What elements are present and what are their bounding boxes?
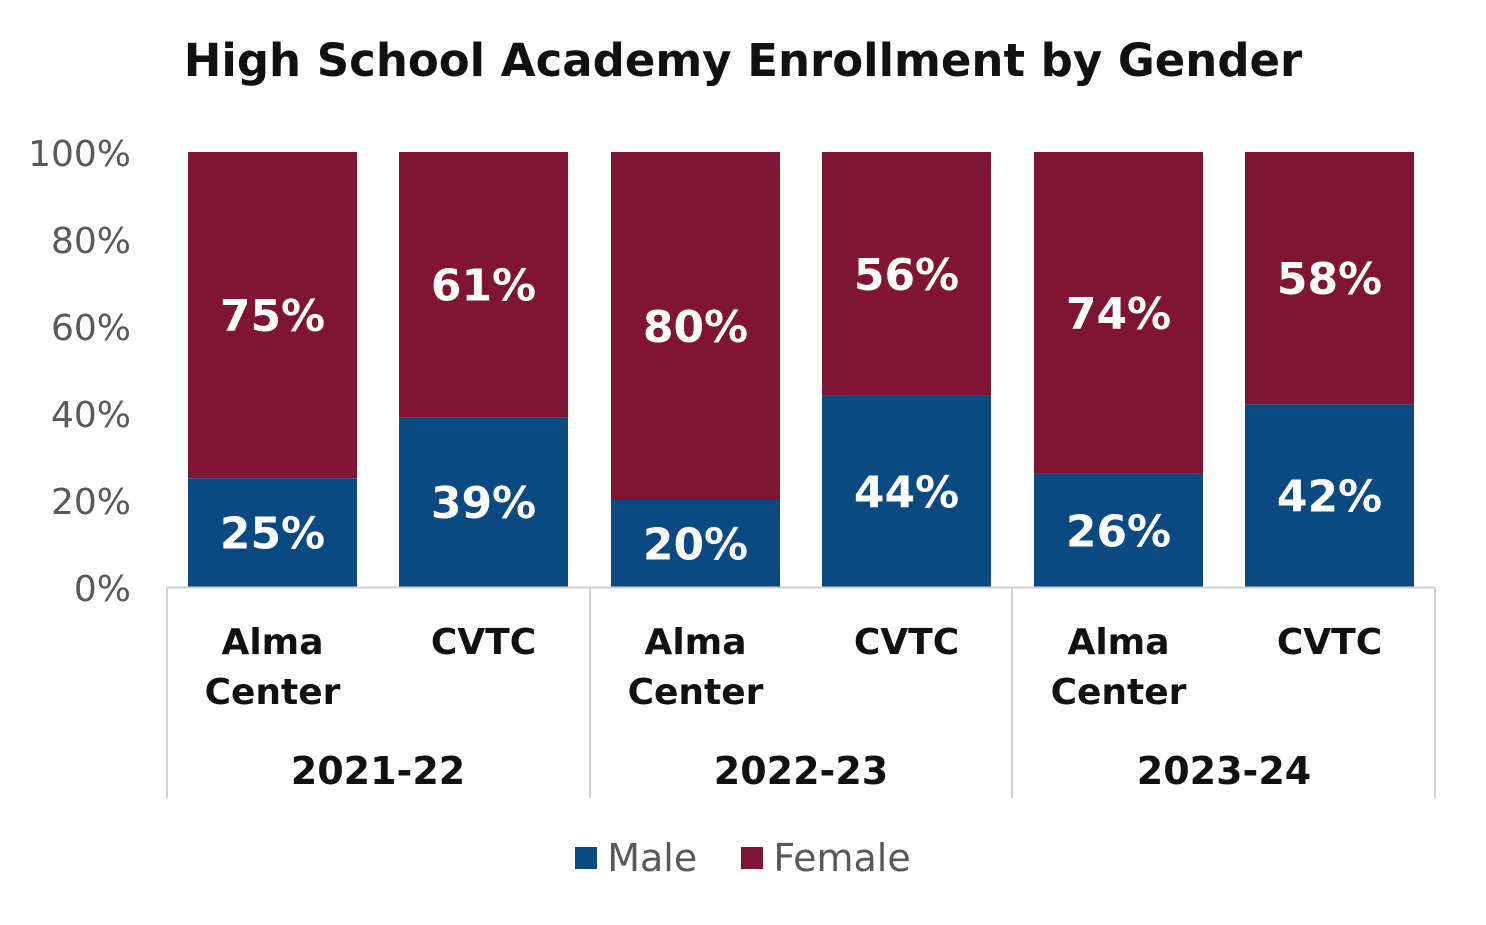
chart-title: High School Academy Enrollment by Gender: [183, 34, 1303, 87]
data-label-male: 26%: [1066, 506, 1171, 557]
x-category-label: CVTC: [1277, 622, 1382, 663]
data-label-female: 56%: [854, 250, 959, 301]
bar-female: [611, 152, 780, 500]
bar-male: [399, 417, 568, 587]
legend-swatch-female: [741, 847, 764, 869]
bar-male: [1245, 404, 1414, 587]
x-category-label: CVTC: [854, 622, 959, 663]
data-label-male: 42%: [1277, 472, 1382, 523]
data-label-male: 20%: [643, 520, 748, 571]
data-label-female: 80%: [643, 302, 748, 353]
y-tick-label: 100%: [28, 134, 131, 175]
bar-female: [188, 152, 357, 479]
y-tick-label: 60%: [51, 308, 131, 349]
x-group-label: 2021-22: [291, 749, 465, 793]
legend: Male Female: [0, 834, 1486, 880]
x-category-label: CVTC: [431, 622, 536, 663]
legend-label-male: Male: [607, 836, 698, 880]
x-category-label: Alma Center: [1051, 622, 1187, 713]
data-label-female: 61%: [431, 261, 536, 312]
legend-item-female: Female: [741, 836, 911, 880]
legend-item-male: Male: [575, 836, 697, 880]
legend-label-female: Female: [773, 836, 911, 880]
bar-female: [399, 152, 568, 418]
x-group-label: 2023-24: [1137, 749, 1311, 793]
data-label-male: 39%: [431, 478, 536, 529]
bar-male: [188, 478, 357, 587]
x-category-label: Alma Center: [205, 622, 341, 713]
x-group-label: 2022-23: [714, 749, 888, 793]
bar-female: [822, 152, 991, 396]
y-tick-label: 40%: [51, 395, 131, 436]
y-tick-label: 20%: [51, 482, 131, 523]
data-label-male: 25%: [220, 509, 325, 560]
bar-female: [1245, 152, 1414, 405]
data-label-female: 74%: [1066, 289, 1171, 340]
data-label-male: 44%: [854, 467, 959, 518]
bar-male: [1034, 473, 1203, 587]
y-tick-label: 80%: [51, 221, 131, 262]
y-tick-label: 0%: [74, 569, 131, 610]
bar-male: [822, 395, 991, 587]
data-label-female: 75%: [220, 291, 325, 342]
legend-swatch-male: [575, 847, 598, 869]
x-category-label: Alma Center: [628, 622, 764, 713]
data-label-female: 58%: [1277, 254, 1382, 305]
bar-female: [1034, 152, 1203, 474]
bar-male: [611, 500, 780, 587]
